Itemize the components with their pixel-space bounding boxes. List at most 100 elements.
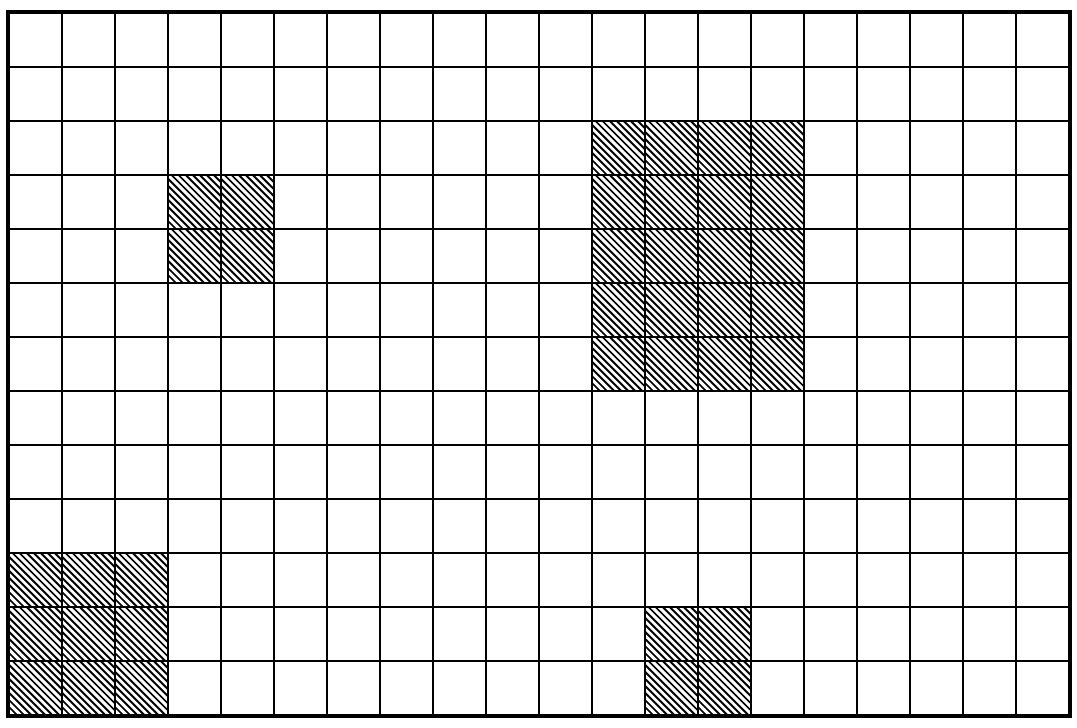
grid-cell — [62, 445, 115, 499]
grid-cell — [592, 499, 645, 553]
grid-cell — [592, 175, 645, 229]
grid-cell — [327, 499, 380, 553]
grid-cell — [62, 391, 115, 445]
grid-cell — [327, 283, 380, 337]
grid-cell — [592, 391, 645, 445]
grid-cell — [486, 175, 539, 229]
grid-cell — [380, 121, 433, 175]
grid-cell — [115, 337, 168, 391]
grid-cell — [115, 67, 168, 121]
grid-cell — [62, 175, 115, 229]
grid-cell — [221, 445, 274, 499]
grid-cell — [274, 607, 327, 661]
grid-cell — [910, 607, 963, 661]
grid-cell — [857, 499, 910, 553]
grid-cell — [274, 337, 327, 391]
grid-cell — [751, 283, 804, 337]
grid-cell — [1016, 13, 1069, 67]
grid-cell — [804, 67, 857, 121]
grid-cell — [645, 175, 698, 229]
grid-cell — [910, 661, 963, 715]
grid-cell — [963, 121, 1016, 175]
grid-cell — [698, 229, 751, 283]
grid-cell — [9, 13, 62, 67]
grid-cell — [1016, 445, 1069, 499]
grid-cell — [9, 661, 62, 715]
grid-cell — [1016, 283, 1069, 337]
grid-cell — [168, 175, 221, 229]
grid-cell — [433, 445, 486, 499]
grid-cell — [62, 337, 115, 391]
grid-cell — [115, 661, 168, 715]
grid-cell — [539, 445, 592, 499]
grid-cell — [857, 337, 910, 391]
grid-cell — [433, 175, 486, 229]
grid-cell — [910, 553, 963, 607]
grid-cell — [62, 661, 115, 715]
grid-cell — [380, 229, 433, 283]
grid-cell — [698, 661, 751, 715]
grid-cell — [115, 121, 168, 175]
grid-cell — [380, 391, 433, 445]
grid-cell — [221, 661, 274, 715]
grid-cell — [910, 499, 963, 553]
grid-cell — [645, 499, 698, 553]
grid-cell — [274, 445, 327, 499]
grid-cell — [910, 229, 963, 283]
grid-cell — [592, 229, 645, 283]
grid-cell — [698, 13, 751, 67]
grid-cell — [857, 445, 910, 499]
grid-cell — [327, 337, 380, 391]
grid-cell — [62, 229, 115, 283]
grid-cell — [433, 229, 486, 283]
grid-cell — [168, 661, 221, 715]
grid-cell — [592, 13, 645, 67]
grid-cell — [963, 229, 1016, 283]
grid-diagram — [6, 10, 1072, 718]
grid-cell — [857, 175, 910, 229]
grid-cell — [751, 445, 804, 499]
grid-cell — [327, 67, 380, 121]
grid-cell — [592, 607, 645, 661]
grid-cell — [857, 13, 910, 67]
grid-cell — [9, 499, 62, 553]
grid-cell — [62, 607, 115, 661]
grid-cell — [539, 175, 592, 229]
grid-cell — [539, 337, 592, 391]
grid-cell — [698, 67, 751, 121]
grid-cell — [433, 121, 486, 175]
grid-cell — [804, 229, 857, 283]
grid-cell — [115, 391, 168, 445]
grid-cell — [1016, 607, 1069, 661]
grid-cell — [804, 391, 857, 445]
grid-cell — [539, 229, 592, 283]
grid-cell — [804, 499, 857, 553]
grid-cell — [9, 337, 62, 391]
grid-cell — [751, 175, 804, 229]
grid-cell — [539, 391, 592, 445]
grid-cell — [327, 445, 380, 499]
grid-cell — [168, 553, 221, 607]
grid-cell — [698, 337, 751, 391]
grid-cell — [592, 445, 645, 499]
grid-cell — [804, 13, 857, 67]
grid-cell — [486, 499, 539, 553]
grid-cell — [539, 553, 592, 607]
grid-cell — [1016, 661, 1069, 715]
grid-cell — [115, 175, 168, 229]
grid-cell — [168, 13, 221, 67]
grid-cell — [751, 607, 804, 661]
grid-cell — [645, 391, 698, 445]
grid-cell — [698, 445, 751, 499]
grid-cell — [1016, 121, 1069, 175]
grid-cell — [539, 121, 592, 175]
grid-cell — [910, 391, 963, 445]
grid-cell — [380, 337, 433, 391]
grid-cell — [486, 445, 539, 499]
grid-cell — [963, 337, 1016, 391]
grid-cell — [168, 337, 221, 391]
grid-cell — [486, 283, 539, 337]
grid-cell — [645, 283, 698, 337]
grid-cell — [433, 553, 486, 607]
grid-cell — [274, 67, 327, 121]
